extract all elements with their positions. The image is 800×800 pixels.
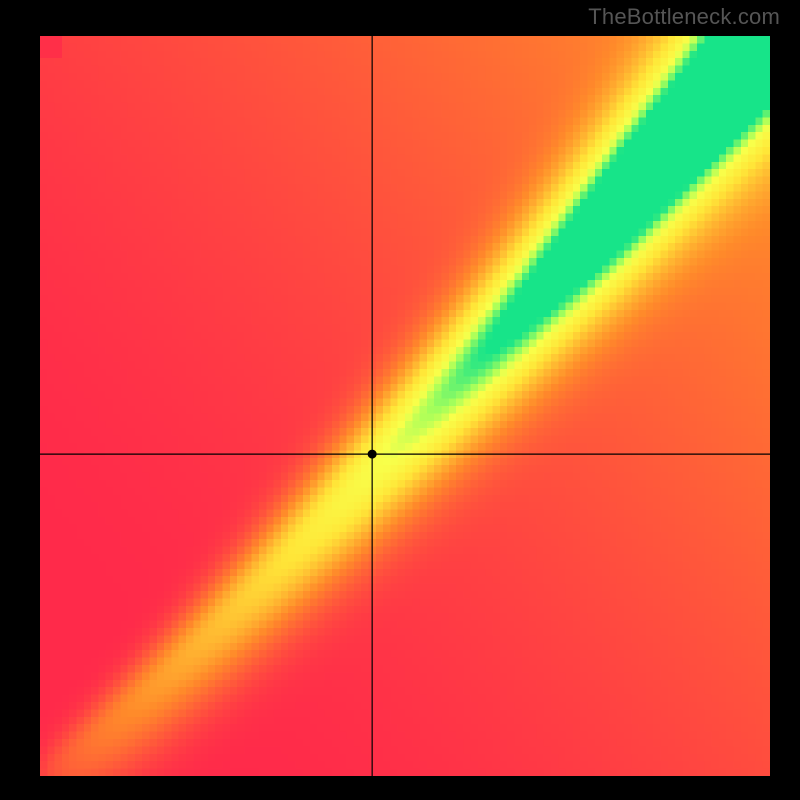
watermark-text: TheBottleneck.com <box>588 4 780 30</box>
chart-container: { "watermark": { "text": "TheBottleneck.… <box>0 0 800 800</box>
bottleneck-heatmap <box>40 36 770 776</box>
